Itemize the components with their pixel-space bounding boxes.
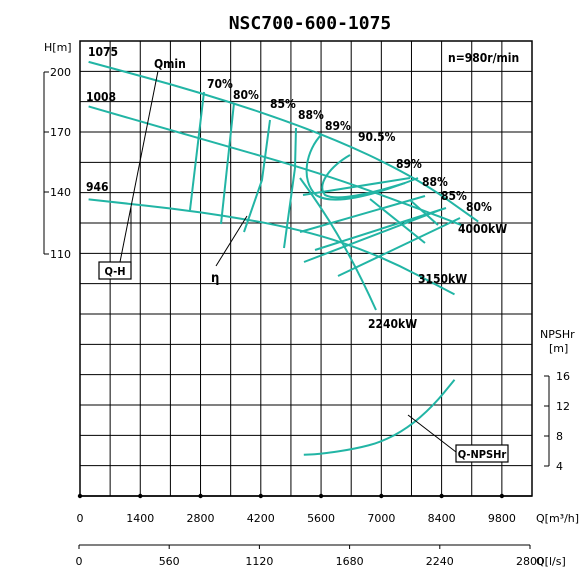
flow-axis-m3h: 0 1400 2800 4200 5600 7000 8400 9800 [77,493,532,525]
x-axis-dot-m3h [379,493,384,499]
eff-label-89-left: 89% [325,119,351,133]
x-axis-dot-m3h [318,493,324,499]
npsh-axis: 16 12 8 4 [544,370,570,473]
x-tick-label-ls: 2800 [516,555,544,568]
q-npshr-curve [303,379,456,456]
impeller-label-946: 946 [86,180,109,194]
efficiency-contour [369,198,426,244]
eff-label-88-right: 88% [422,175,448,189]
x-tick-label-m3h: 7000 [367,512,395,525]
eta-leader-line [215,215,248,267]
x-tick-label-ls: 560 [159,555,180,568]
x-tick-label-ls: 1120 [245,555,273,568]
x-tick-label-m3h: 4200 [247,512,275,525]
power-curve-2240kw [299,177,377,311]
eta-label: η [211,271,219,286]
eff-label-90-5: 90.5% [358,130,396,144]
npsh-tick-label: 8 [556,430,563,443]
efficiency-contour [299,195,426,233]
qmin-leader-line [119,70,159,263]
efficiency-contour [189,91,205,211]
x-axis-label-ls: Q[l/s] [536,555,566,568]
qh-label-box [98,261,132,280]
eff-label-80-left: 80% [233,88,259,102]
x-tick-label-ls: 0 [76,555,83,568]
npsh-leader-line [407,414,457,453]
eff-label-85-right: 85% [441,189,467,203]
head-tick-label: 140 [50,186,71,199]
x-tick-label-m3h: 1400 [126,512,154,525]
eff-label-88-left: 88% [298,108,324,122]
impeller-label-1008: 1008 [86,90,116,104]
x-axis-label-m3h: Q[m³/h] [536,512,579,525]
efficiency-contour [283,127,297,249]
qh-curve-1075 [88,60,479,223]
efficiency-contour [321,154,406,199]
npsh-axis-label-2: [m] [549,342,568,355]
x-tick-label-ls: 1680 [336,555,364,568]
x-tick-label-m3h: 9800 [488,512,516,525]
npsh-tick-label: 4 [556,460,563,473]
x-axis-dot-m3h [138,493,143,499]
qh-label: Q-H [104,265,125,278]
x-axis-dot-m3h [258,493,263,499]
x-tick-label-ls: 2240 [426,555,454,568]
power-label-2240kw: 2240kW [368,317,417,331]
efficiency-contour [302,177,411,196]
impeller-label-1075: 1075 [88,45,118,59]
efficiency-contour [243,119,271,233]
x-tick-label-m3h: 2800 [187,512,215,525]
x-tick-label-m3h: 8400 [428,512,456,525]
npsh-axis-label-1: NPSHr [540,328,575,341]
power-label-4000kw: 4000kW [458,222,507,236]
efficiency-contour [220,102,235,225]
npsh-tick-label: 16 [556,370,570,383]
flow-axis-ls: 0 560 1120 1680 2240 2800 [76,544,544,568]
qmin-label: Qmin [154,57,186,71]
head-tick-label: 110 [50,248,71,261]
eff-label-89-right: 89% [396,157,422,171]
x-axis-dot-m3h [77,493,83,499]
qh-curve-1008 [88,105,464,227]
x-tick-label-m3h: 5600 [307,512,335,525]
eff-label-85-left: 85% [270,97,296,111]
head-tick-label: 200 [50,66,71,79]
efficiency-contour [409,199,439,226]
power-curve-3150kw [303,209,441,263]
eff-label-70-left: 70% [207,77,233,91]
speed-label: n=980r/min [448,51,519,65]
head-axis: 200 170 140 110 [43,66,71,261]
power-curve-4000kw [337,217,461,277]
npsh-tick-label: 12 [556,400,570,413]
plot-grid [80,41,532,496]
x-tick-label-m3h: 0 [77,512,84,525]
x-axis-dot-m3h [198,493,203,499]
power-label-3150kw: 3150kW [418,272,467,286]
head-tick-label: 170 [50,126,71,139]
eff-label-80-right: 80% [466,200,492,214]
npsh-label-box [455,444,509,463]
head-axis-label: H[m] [44,41,72,54]
npsh-curve-label: Q-NPSHr [458,448,507,461]
x-axis-dot-m3h [499,493,505,499]
curves-layer [88,60,479,456]
x-axis-dot-m3h [439,493,444,499]
chart-title: NSC700-600-1075 [229,13,392,34]
